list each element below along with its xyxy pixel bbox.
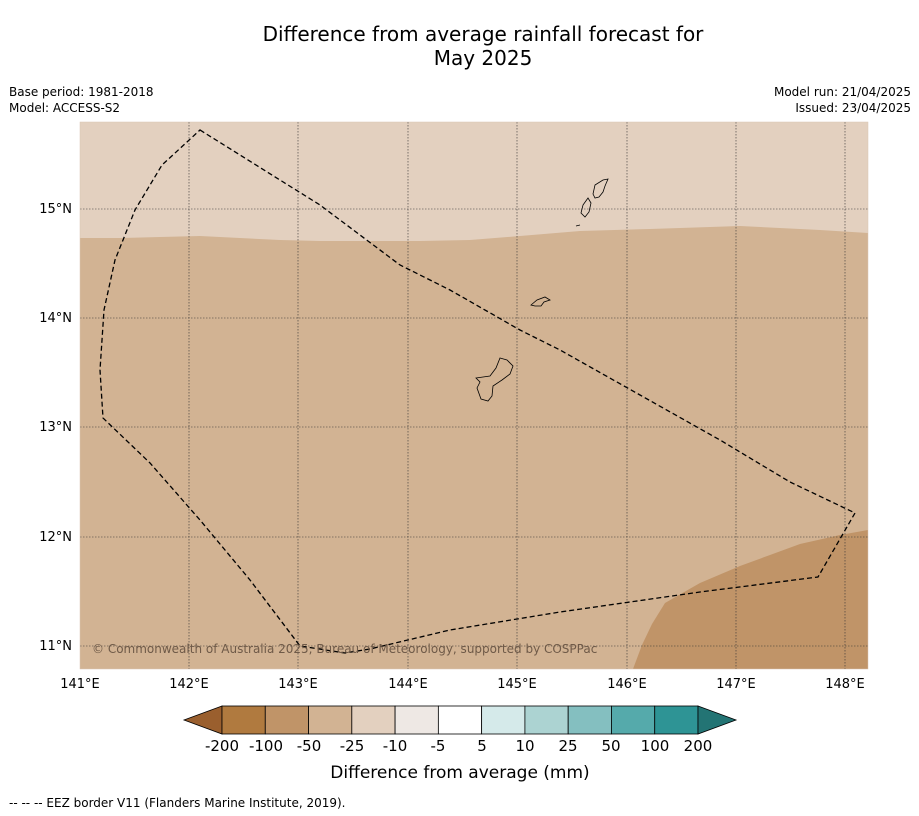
colorbar-tick-label: 50 (601, 737, 620, 755)
colorbar-swatches (182, 705, 738, 735)
map-title: Difference from average rainfall forecas… (0, 22, 919, 70)
colorbar: -200 -100 -50 -25 -10 -5 5 10 25 50 100 … (182, 705, 738, 783)
model-name: Model: ACCESS-S2 (9, 101, 121, 115)
colorbar-tick-label: 25 (558, 737, 577, 755)
lon-tick-label: 143°E (278, 677, 318, 692)
eez-footnote: -- -- -- EEZ border V11 (Flanders Marine… (9, 796, 346, 810)
issued-date: Issued: 23/04/2025 (795, 101, 911, 115)
colorbar-tick-label: -5 (431, 737, 446, 755)
run-info: Model run: 21/04/2025 Issued: 23/04/2025 (774, 84, 911, 116)
lon-tick-label: 147°E (716, 677, 756, 692)
lat-tick-labels: 15°N 14°N 13°N 12°N 11°N (39, 202, 72, 654)
graticule (80, 122, 868, 669)
colorbar-tick-label: -10 (383, 737, 408, 755)
colorbar-swatch (308, 705, 353, 735)
colorbar-tick-label: -25 (340, 737, 365, 755)
lon-tick-label: 144°E (388, 677, 428, 692)
colorbar-tick-labels: -200 -100 -50 -25 -10 -5 5 10 25 50 100 … (205, 737, 712, 755)
colorbar-tick-label: -200 (205, 737, 239, 755)
base-info: Base period: 1981-2018 Model: ACCESS-S2 (9, 84, 154, 116)
lat-tick-label: 13°N (39, 420, 72, 435)
rainfall-map: © Commonwealth of Australia 2025, Bureau… (80, 122, 868, 669)
colorbar-tick-label: 10 (515, 737, 534, 755)
zone-minus-50-to-100 (633, 530, 868, 669)
colorbar-swatch (264, 705, 309, 735)
lon-tick-label: 145°E (497, 677, 537, 692)
colorbar-swatch (654, 705, 699, 735)
title-line-1: Difference from average rainfall forecas… (262, 22, 704, 46)
colorbar-tick-label: -50 (297, 737, 322, 755)
colorbar-swatch (437, 705, 483, 735)
lat-tick-label: 14°N (39, 311, 72, 326)
island-outlines (475, 178, 609, 402)
island-aguijan (575, 224, 581, 227)
colorbar-tick-label: -100 (249, 737, 283, 755)
island-tinian (580, 197, 592, 218)
colorbar-swatch (524, 705, 569, 735)
lon-tick-labels: 141°E 142°E 143°E 144°E 145°E 146°E 147°… (60, 677, 865, 692)
lat-tick-label: 12°N (39, 530, 72, 545)
colorbar-label: Difference from average (mm) (330, 763, 589, 783)
colorbar-tick-label: 200 (684, 737, 713, 755)
lon-tick-label: 141°E (60, 677, 100, 692)
lon-tick-label: 148°E (825, 677, 865, 692)
colorbar-swatch (481, 705, 526, 735)
lon-tick-label: 146°E (607, 677, 647, 692)
island-saipan (592, 178, 609, 199)
lon-tick-label: 142°E (169, 677, 209, 692)
colorbar-swatch (394, 705, 439, 735)
colorbar-swatch (221, 705, 266, 735)
colorbar-swatch (567, 705, 612, 735)
zone-minus-10-to-25 (80, 122, 868, 241)
colorbar-tick-label: 100 (641, 737, 670, 755)
island-rota (530, 296, 551, 307)
colorbar-tick-label: 5 (477, 737, 487, 755)
eez-border (99, 129, 856, 654)
lat-tick-label: 11°N (39, 639, 72, 654)
colorbar-swatch (351, 705, 396, 735)
model-run: Model run: 21/04/2025 (773, 85, 911, 99)
colorbar-extend-high (697, 705, 738, 735)
base-period: Base period: 1981-2018 (9, 85, 154, 99)
lat-tick-label: 15°N (39, 202, 72, 217)
map-frame (79, 121, 869, 670)
copyright-notice: © Commonwealth of Australia 2025, Bureau… (92, 642, 597, 656)
colorbar-extend-low (182, 705, 223, 735)
colorbar-swatch (611, 705, 656, 735)
island-guam (475, 357, 514, 402)
title-line-2: May 2025 (433, 46, 533, 70)
